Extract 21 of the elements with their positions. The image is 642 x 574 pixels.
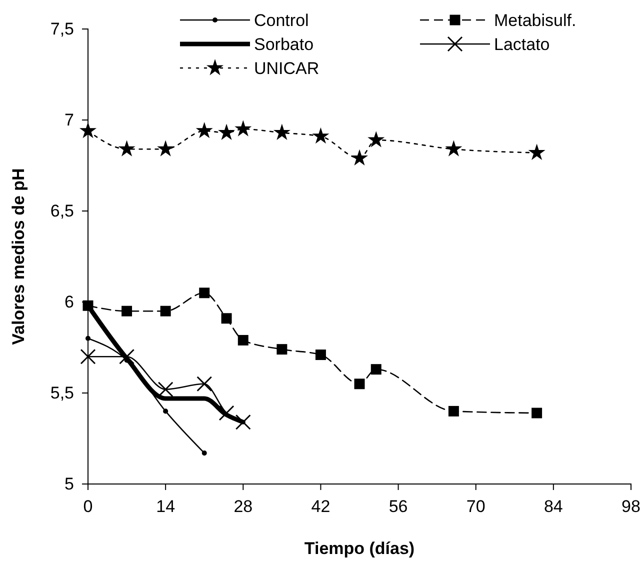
y-tick-label: 5,5 — [50, 383, 74, 402]
legend-label: Lactato — [494, 35, 550, 54]
y-axis-title: Valores medios de pH — [9, 168, 28, 345]
y-tick-label: 7,5 — [50, 19, 74, 38]
legend-label: UNICAR — [254, 59, 320, 78]
x-tick-label: 70 — [466, 497, 486, 516]
legend-label: Metabisulf. — [494, 11, 576, 30]
y-tick-label: 7 — [64, 110, 74, 130]
y-tick-label: 6 — [64, 292, 74, 312]
x-tick-label: 42 — [311, 497, 330, 516]
y-tick-label: 6,5 — [50, 201, 74, 220]
x-tick-label: 28 — [234, 497, 253, 516]
x-tick-label: 98 — [622, 497, 640, 516]
legend-label: Sorbato — [254, 35, 314, 54]
legend-label: Control — [254, 11, 309, 30]
x-axis-title: Tiempo (días) — [304, 539, 415, 558]
x-tick-label: 56 — [388, 497, 408, 516]
x-tick-label: 14 — [156, 497, 176, 516]
x-tick-label: 84 — [544, 497, 563, 516]
x-tick-label: 0 — [83, 497, 93, 516]
y-tick-label: 5 — [64, 474, 74, 494]
